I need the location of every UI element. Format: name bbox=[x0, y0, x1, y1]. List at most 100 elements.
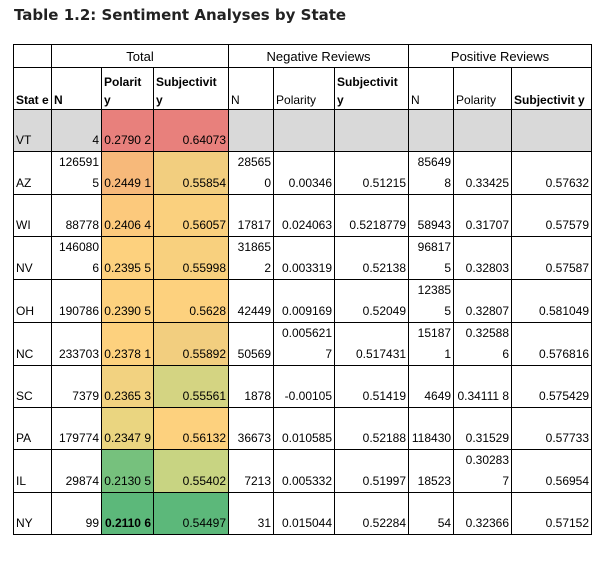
cell-positive-n: 54 bbox=[408, 492, 455, 535]
table-row: VT 4 0.2790 2 0.64073 bbox=[13, 109, 593, 152]
cell-positive-polarity: 0.32803 bbox=[453, 236, 513, 280]
cell-positive-polarity: 0.30283 7 bbox=[453, 449, 513, 493]
cell-positive-polarity: 0.31707 bbox=[453, 194, 513, 237]
cell-positive-subjectivity: 0.57152 bbox=[511, 492, 593, 535]
cell-total-subjectivity: 0.55854 bbox=[152, 151, 230, 195]
group-header-positive-reviews: Positive Reviews bbox=[408, 44, 593, 68]
cell-positive-subjectivity bbox=[511, 109, 593, 152]
cell-total-subjectivity: 0.56132 bbox=[152, 407, 230, 450]
cell-total-n: 88778 bbox=[51, 194, 102, 237]
cell-negative-n: 17817 bbox=[228, 194, 275, 237]
cell-negative-polarity: 0.003319 bbox=[273, 236, 336, 280]
group-header-row: Total Negative Reviews Positive Reviews bbox=[13, 44, 593, 68]
group-header-negative-reviews: Negative Reviews bbox=[228, 44, 410, 68]
cell-total-n: 179774 bbox=[51, 407, 102, 450]
cell-positive-subjectivity: 0.56954 bbox=[511, 449, 593, 493]
cell-state: NY bbox=[13, 492, 52, 535]
cell-negative-polarity: 0.024063 bbox=[273, 194, 336, 237]
cell-total-n: 126591 5 bbox=[51, 151, 102, 195]
cell-total-subjectivity: 0.55998 bbox=[152, 236, 230, 280]
cell-positive-n: 4649 bbox=[408, 365, 455, 408]
cell-negative-subjectivity: 0.51997 bbox=[334, 449, 410, 493]
column-header-negative-polarity: Polarity bbox=[273, 67, 336, 110]
cell-positive-subjectivity: 0.57579 bbox=[511, 194, 593, 237]
cell-state: NV bbox=[13, 236, 52, 280]
cell-total-subjectivity: 0.54497 bbox=[152, 492, 230, 535]
cell-positive-subjectivity: 0.581049 bbox=[511, 279, 593, 323]
table-title: Table 1.2: Sentiment Analyses by State bbox=[14, 6, 347, 24]
cell-total-polarity: 0.2790 2 bbox=[101, 109, 154, 152]
cell-positive-n: 18523 bbox=[408, 449, 455, 493]
cell-total-n: 7379 bbox=[51, 365, 102, 408]
cell-state: WI bbox=[13, 194, 52, 237]
cell-state: SC bbox=[13, 365, 52, 408]
cell-total-polarity: 0.2378 1 bbox=[101, 322, 154, 366]
cell-negative-polarity: 0.005332 bbox=[273, 449, 336, 493]
cell-state: VT bbox=[13, 109, 52, 152]
cell-total-polarity: 0.2390 5 bbox=[101, 279, 154, 323]
cell-negative-subjectivity: 0.52049 bbox=[334, 279, 410, 323]
cell-positive-subjectivity: 0.57632 bbox=[511, 151, 593, 195]
cell-negative-polarity: 0.005621 7 bbox=[273, 322, 336, 366]
cell-total-subjectivity: 0.5628 bbox=[152, 279, 230, 323]
table-row: NY 99 0.2110 6 0.54497 31 0.015044 0.52284 54 0.… bbox=[13, 492, 593, 535]
cell-total-polarity: 0.2449 1 bbox=[101, 151, 154, 195]
cell-negative-n: 42449 bbox=[228, 279, 275, 323]
cell-negative-polarity: 0.015044 bbox=[273, 492, 336, 535]
cell-negative-subjectivity bbox=[334, 109, 410, 152]
cell-state: IL bbox=[13, 449, 52, 493]
cell-positive-polarity: 0.32807 bbox=[453, 279, 513, 323]
cell-total-n: 190786 bbox=[51, 279, 102, 323]
cell-state: PA bbox=[13, 407, 52, 450]
cell-positive-subjectivity: 0.57733 bbox=[511, 407, 593, 450]
cell-total-polarity: 0.2110 6 bbox=[101, 492, 154, 535]
cell-negative-polarity: 0.00346 bbox=[273, 151, 336, 195]
table-row: SC 7379 0.2365 3 0.55561 1878 -0.00105 0.51419… bbox=[13, 365, 593, 408]
cell-positive-subjectivity: 0.575429 bbox=[511, 365, 593, 408]
sentiment-table: Total Negative Reviews Positive Reviews … bbox=[13, 44, 593, 535]
column-header-positive-subjectivity: Subjectivit y bbox=[511, 67, 593, 110]
cell-total-n: 4 bbox=[51, 109, 102, 152]
cell-positive-polarity: 0.33425 bbox=[453, 151, 513, 195]
cell-positive-n: 15187 1 bbox=[408, 322, 455, 366]
cell-total-polarity: 0.2130 5 bbox=[101, 449, 154, 493]
column-header-positive-n: N bbox=[408, 67, 455, 110]
cell-total-subjectivity: 0.55892 bbox=[152, 322, 230, 366]
cell-negative-subjectivity: 0.51215 bbox=[334, 151, 410, 195]
cell-total-subjectivity: 0.56057 bbox=[152, 194, 230, 237]
cell-total-polarity: 0.2365 3 bbox=[101, 365, 154, 408]
cell-negative-subjectivity: 0.52138 bbox=[334, 236, 410, 280]
table-row: WI 88778 0.2406 4 0.56057 17817 0.024063 0.521… bbox=[13, 194, 593, 237]
cell-positive-polarity bbox=[453, 109, 513, 152]
cell-state: NC bbox=[13, 322, 52, 366]
cell-positive-polarity: 0.34111 8 bbox=[453, 365, 513, 408]
table-row: NC 233703 0.2378 1 0.55892 50569 0.005621 7 0.… bbox=[13, 322, 593, 366]
cell-total-n: 233703 bbox=[51, 322, 102, 366]
cell-negative-n: 1878 bbox=[228, 365, 275, 408]
cell-positive-polarity: 0.32366 bbox=[453, 492, 513, 535]
cell-total-n: 99 bbox=[51, 492, 102, 535]
cell-negative-subjectivity: 0.52188 bbox=[334, 407, 410, 450]
cell-state: OH bbox=[13, 279, 52, 323]
cell-negative-n bbox=[228, 109, 275, 152]
table-row: OH 190786 0.2390 5 0.5628 42449 0.009169 0.520… bbox=[13, 279, 593, 323]
cell-total-n: 29874 bbox=[51, 449, 102, 493]
cell-negative-subjectivity: 0.51419 bbox=[334, 365, 410, 408]
cell-negative-n: 36673 bbox=[228, 407, 275, 450]
cell-negative-subjectivity: 0.517431 bbox=[334, 322, 410, 366]
cell-negative-subjectivity: 0.5218779 bbox=[334, 194, 410, 237]
cell-positive-subjectivity: 0.576816 bbox=[511, 322, 593, 366]
cell-negative-n: 28565 0 bbox=[228, 151, 275, 195]
cell-negative-n: 50569 bbox=[228, 322, 275, 366]
column-header-total-n: N bbox=[51, 67, 102, 110]
cell-positive-subjectivity: 0.57587 bbox=[511, 236, 593, 280]
cell-total-subjectivity: 0.55402 bbox=[152, 449, 230, 493]
cell-positive-n: 96817 5 bbox=[408, 236, 455, 280]
cell-positive-n: 12385 5 bbox=[408, 279, 455, 323]
cell-negative-subjectivity: 0.52284 bbox=[334, 492, 410, 535]
cell-positive-n: 85649 8 bbox=[408, 151, 455, 195]
column-header-state: Stat e bbox=[13, 67, 52, 110]
group-header-blank bbox=[13, 44, 52, 68]
cell-negative-n: 7213 bbox=[228, 449, 275, 493]
cell-positive-n bbox=[408, 109, 455, 152]
